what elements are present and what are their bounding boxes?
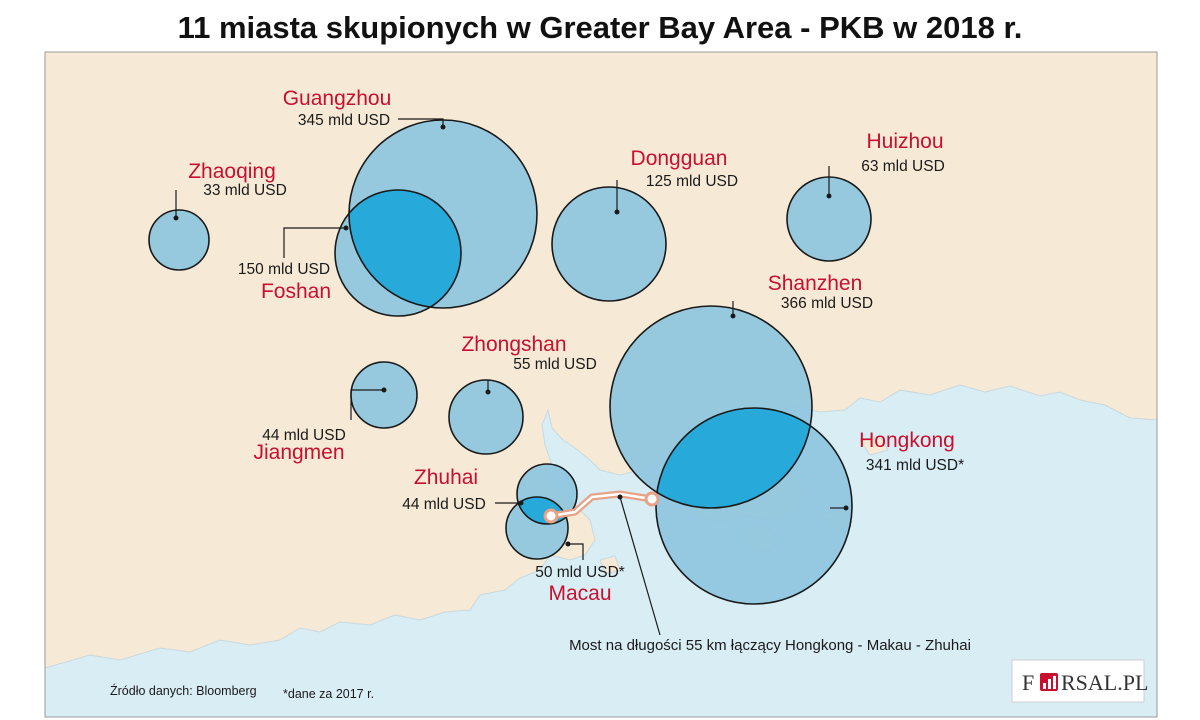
gdp-label-guangzhou: 345 mld USD [298, 112, 390, 129]
footnote: *dane za 2017 r. [283, 687, 374, 701]
logo-text-left: F [1022, 670, 1034, 695]
forsal-logo: F RSAL.PL [1011, 659, 1148, 703]
land-island [859, 435, 889, 456]
gdp-label-hongkong: 341 mld USD* [866, 457, 964, 474]
city-label-zhongshan: Zhongshan [461, 333, 566, 356]
gdp-label-zhuhai: 44 mld USD [402, 496, 486, 513]
zhaoqing-bubble [149, 210, 209, 270]
gdp-label-zhaoqing: 33 mld USD [203, 182, 287, 199]
gdp-label-huizhou: 63 mld USD [861, 158, 945, 175]
huizhou-bubble [787, 177, 871, 261]
city-label-foshan: Foshan [261, 280, 331, 303]
gdp-label-shanzhen: 366 mld USD [781, 295, 873, 312]
city-label-shanzhen: Shanzhen [768, 272, 863, 295]
bar-chart-icon [1040, 673, 1058, 691]
zhongshan-bubble [449, 380, 523, 454]
city-label-guangzhou: Guangzhou [283, 87, 392, 110]
city-label-macau: Macau [548, 582, 611, 605]
gdp-label-dongguan: 125 mld USD [646, 173, 738, 190]
bridge-endpoint [644, 491, 660, 507]
city-label-zhuhai: Zhuhai [414, 466, 478, 489]
dongguan-bubble [552, 187, 666, 301]
logo-box [1011, 659, 1145, 703]
logo-text-right: RSAL.PL [1061, 670, 1148, 695]
map-area [45, 52, 1157, 717]
bridge-endpoint [543, 508, 559, 524]
land-island [599, 555, 621, 575]
gdp-label-jiangmen: 44 mld USD [262, 427, 346, 444]
leader-dots [173, 124, 849, 547]
city-label-hongkong: Hongkong [859, 429, 955, 452]
gdp-label-foshan: 150 mld USD [238, 261, 330, 278]
map-frame [44, 51, 1158, 718]
jiangmen-bubble [351, 362, 417, 428]
source-note: Źródło danych: Bloomberg [110, 683, 257, 698]
city-label-dongguan: Dongguan [631, 147, 728, 170]
gdp-label-macau: 50 mld USD* [535, 564, 625, 581]
page-title: 11 miasta skupionych w Greater Bay Area … [178, 10, 1023, 45]
city-label-jiangmen: Jiangmen [253, 441, 344, 464]
land [45, 52, 1157, 669]
leader-lines [175, 118, 846, 636]
gdp-label-zhongshan: 55 mld USD [513, 356, 597, 373]
bridge [543, 490, 660, 524]
city-label-zhaoqing: Zhaoqing [188, 160, 276, 183]
bridge-caption: Most na długości 55 km łączący Hongkong … [569, 637, 971, 654]
city-label-huizhou: Huizhou [866, 130, 943, 153]
